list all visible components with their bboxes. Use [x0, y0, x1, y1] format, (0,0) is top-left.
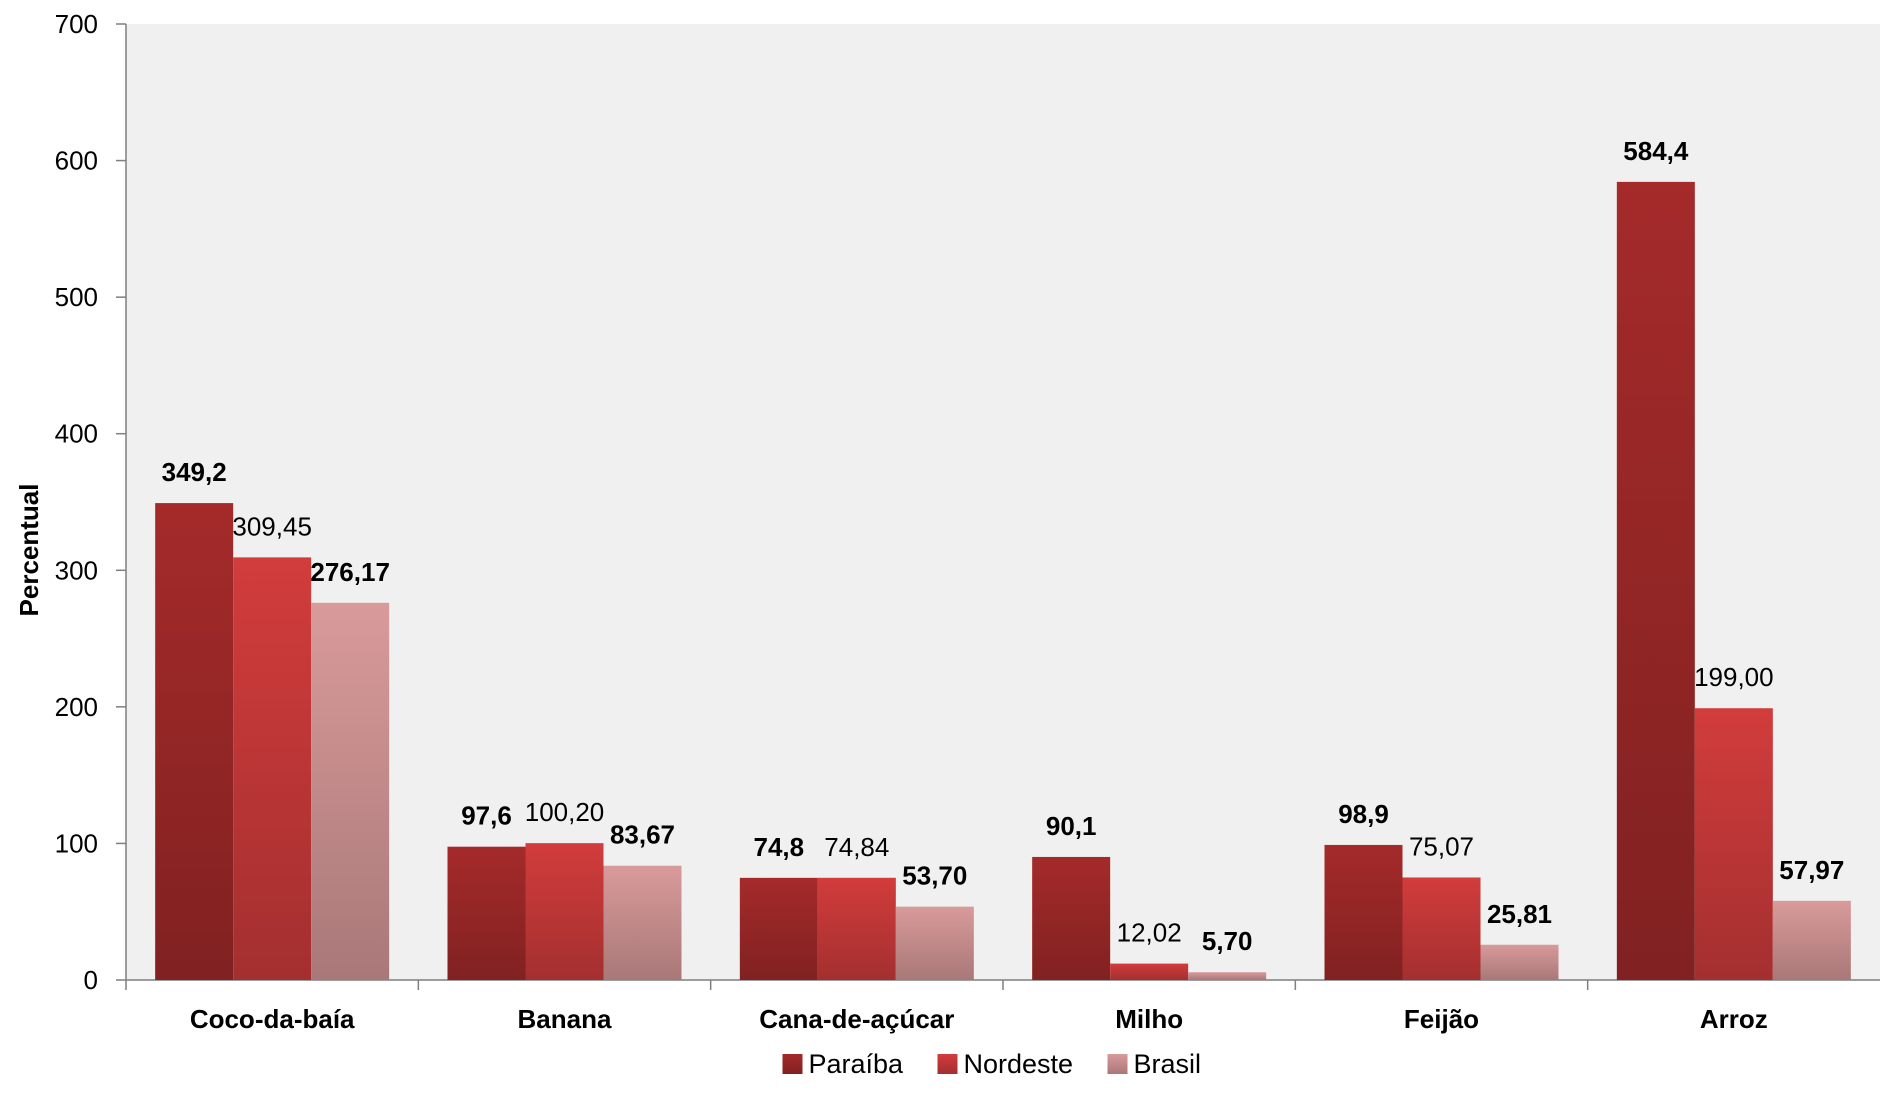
data-label-brasil-cana-de-acucar: 53,70	[902, 861, 967, 891]
bar-paraiba-arroz	[1616, 181, 1695, 980]
y-tick-label: 500	[55, 282, 98, 312]
bar-brasil-arroz	[1772, 900, 1851, 980]
data-label-nordeste-arroz: 199,00	[1694, 662, 1774, 692]
bar-paraiba-milho	[1032, 856, 1111, 980]
data-label-nordeste-cana-de-acucar: 74,84	[824, 832, 889, 862]
legend-item-nordeste: Nordeste	[937, 1049, 1074, 1079]
legend: Paraíba Nordeste Brasil	[782, 1049, 1202, 1079]
y-tick-label: 700	[55, 9, 98, 39]
data-label-paraiba-banana: 97,6	[461, 801, 512, 831]
bar-nordeste-cana-de-acucar	[817, 877, 896, 980]
data-label-paraiba-coco-da-baia: 349,2	[162, 457, 227, 487]
x-tick-label-milho: Milho	[1115, 1004, 1183, 1034]
bar-brasil-milho	[1188, 972, 1267, 980]
x-tick-label-feijao: Feijão	[1404, 1004, 1479, 1034]
bar-paraiba-cana-de-acucar	[739, 877, 818, 980]
legend-item-brasil: Brasil	[1107, 1049, 1202, 1079]
bar-brasil-feijao	[1480, 944, 1559, 980]
bar-brasil-cana-de-acucar	[895, 906, 974, 980]
bar-paraiba-banana	[447, 846, 526, 980]
data-label-brasil-coco-da-baia: 276,17	[310, 557, 390, 587]
data-label-brasil-banana: 83,67	[610, 820, 675, 850]
legend-label-paraiba: Paraíba	[809, 1049, 905, 1079]
plot-area	[126, 24, 1880, 980]
x-tick-label-cana-de-acucar: Cana-de-açúcar	[759, 1004, 954, 1034]
bar-nordeste-banana	[525, 843, 604, 980]
legend-label-brasil: Brasil	[1134, 1049, 1202, 1079]
legend-swatch-paraiba	[782, 1054, 803, 1074]
bar-brasil-coco-da-baia	[311, 602, 390, 980]
y-tick-label: 0	[84, 965, 98, 995]
x-tick-label-arroz: Arroz	[1700, 1004, 1768, 1034]
y-tick-label: 100	[55, 828, 98, 858]
y-axis-title: Percentual	[14, 484, 44, 617]
bar-brasil-banana	[603, 865, 682, 980]
data-label-paraiba-cana-de-acucar: 74,8	[754, 832, 805, 862]
y-tick-label: 400	[55, 419, 98, 449]
data-label-nordeste-banana: 100,20	[525, 797, 605, 827]
data-label-brasil-arroz: 57,97	[1779, 855, 1844, 885]
bar-paraiba-coco-da-baia	[155, 503, 234, 980]
bar-nordeste-feijao	[1402, 877, 1481, 980]
legend-swatch-brasil	[1107, 1054, 1128, 1074]
data-label-nordeste-coco-da-baia: 309,45	[232, 511, 312, 541]
data-label-brasil-feijao: 25,81	[1487, 899, 1552, 929]
data-label-paraiba-arroz: 584,4	[1623, 136, 1689, 166]
bar-nordeste-coco-da-baia	[233, 557, 312, 980]
data-label-paraiba-feijao: 98,9	[1338, 799, 1389, 829]
y-tick-label: 300	[55, 555, 98, 585]
legend-swatch-nordeste	[937, 1054, 958, 1074]
x-tick-label-banana: Banana	[518, 1004, 612, 1034]
data-label-paraiba-milho: 90,1	[1046, 811, 1097, 841]
data-label-nordeste-feijao: 75,07	[1409, 831, 1474, 861]
bar-paraiba-feijao	[1324, 844, 1403, 980]
legend-label-nordeste: Nordeste	[964, 1049, 1074, 1079]
data-label-nordeste-milho: 12,02	[1117, 918, 1182, 948]
y-tick-label: 200	[55, 692, 98, 722]
bar-nordeste-milho	[1110, 963, 1189, 980]
data-label-brasil-milho: 5,70	[1202, 926, 1253, 956]
bar-nordeste-arroz	[1694, 708, 1773, 980]
y-tick-label: 600	[55, 146, 98, 176]
x-tick-label-coco-da-baia: Coco-da-baía	[190, 1004, 355, 1034]
legend-item-paraiba: Paraíba	[782, 1049, 905, 1079]
